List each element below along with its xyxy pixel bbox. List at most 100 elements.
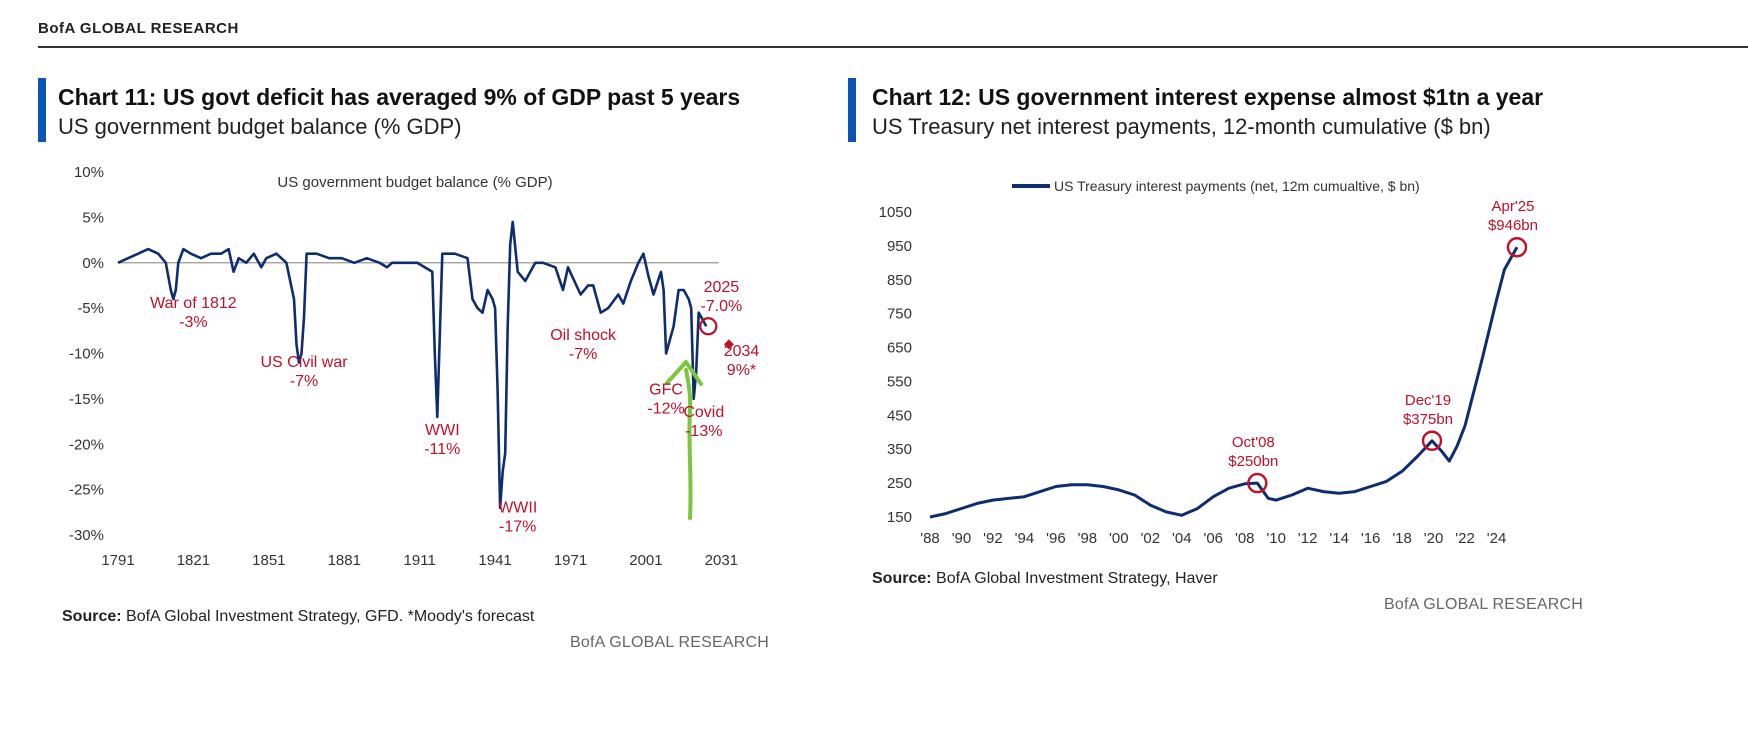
chart11-annotation-label: -13% (685, 423, 722, 440)
chart11-annotation-label: GFC (649, 381, 683, 398)
chart12-footer: BofA GLOBAL RESEARCH (1384, 596, 1584, 613)
chart12-x-tick-label: '24 (1487, 530, 1507, 547)
chart11-arrow-shaft (684, 368, 693, 520)
chart11-y-tick-label: -15% (69, 391, 104, 408)
chart12-source-text: BofA Global Investment Strategy, Haver (931, 570, 1218, 587)
chart12-x-tick-label: '92 (983, 530, 1003, 547)
brand-header: BofA GLOBAL RESEARCH (38, 20, 239, 37)
chart12-highlight-circle (1247, 472, 1268, 494)
chart11-annotation-label: 9%* (727, 362, 756, 379)
chart11-x-tick-label: 1971 (554, 552, 587, 569)
chart12-y-tick-label: 350 (887, 441, 912, 458)
chart12-x-tick-label: '18 (1392, 530, 1412, 547)
chart12-x-tick-label: '88 (920, 530, 940, 547)
chart12-annotation-value: $250bn (1228, 453, 1278, 470)
chart11-x-tick-label: 2001 (629, 552, 662, 569)
chart11-annotation-label: Covid (683, 404, 724, 421)
chart11-y-tick-label: -30% (69, 527, 104, 544)
chart12-y-tick-label: 750 (887, 306, 912, 323)
chart12-annotation-date: Apr'25 (1492, 198, 1535, 215)
chart12-annotation-value: $946bn (1488, 217, 1538, 234)
chart12-title: Chart 12: US government interest expense… (872, 84, 1544, 110)
chart11-annotation-label: WWI (425, 422, 460, 439)
chart11-annotation-label: -7% (290, 373, 318, 390)
chart11-accent-bar (38, 78, 46, 142)
chart11-annotation-label: -12% (647, 400, 684, 417)
chart12-highlight-circle (1506, 237, 1528, 258)
chart12-y-tick-label: 650 (887, 340, 912, 357)
chart11-annotation-label: 2025 (704, 279, 740, 296)
chart12-x-tick-label: '96 (1046, 530, 1066, 547)
chart11-highlight-circle-2025 (699, 317, 718, 336)
chart12-y-tick-label: 550 (887, 373, 912, 390)
chart11-y-tick-label: 5% (82, 209, 104, 226)
chart11-source: Source: BofA Global Investment Strategy,… (62, 608, 534, 626)
chart12-annotation-value: $375bn (1403, 411, 1453, 428)
chart11-y-tick-label: 10% (74, 164, 104, 181)
chart11-source-text: BofA Global Investment Strategy, GFD. *M… (121, 608, 535, 625)
chart12-x-tick-label: '14 (1329, 530, 1349, 547)
chart11-x-tick-label: 1821 (177, 552, 210, 569)
chart11-inner-title: US government budget balance (% GDP) (277, 174, 552, 191)
chart12-x-tick-label: '98 (1078, 530, 1098, 547)
chart11-annotation-label: -3% (179, 314, 207, 331)
chart11-annotation-label: War of 1812 (150, 295, 237, 312)
chart11-y-tick-label: -20% (69, 436, 104, 453)
chart11-annotation-label: -7% (569, 346, 597, 363)
chart12-x-tick-label: '04 (1172, 530, 1192, 547)
chart11-x-tick-label: 1881 (328, 552, 361, 569)
chart12-subtitle: US Treasury net interest payments, 12-mo… (872, 114, 1491, 139)
chart11-annotation-label: Oil shock (550, 327, 617, 344)
chart11-title: Chart 11: US govt deficit has averaged 9… (58, 84, 741, 110)
chart12-x-tick-label: '10 (1266, 530, 1286, 547)
chart11-annotation-label: -11% (424, 441, 460, 458)
chart11-footer: BofA GLOBAL RESEARCH (570, 634, 770, 651)
chart12-annotation-date: Oct'08 (1232, 434, 1275, 451)
chart11-arrow-head (665, 360, 703, 386)
chart12-x-tick-label: '00 (1109, 530, 1129, 547)
chart11-x-tick-label: 1851 (252, 552, 285, 569)
chart11-x-tick-label: 1941 (478, 552, 511, 569)
chart11-source-label: Source: (62, 608, 122, 625)
chart11-y-tick-label: -5% (77, 300, 104, 317)
chart11-forecast-marker (723, 339, 734, 350)
chart12-y-tick-label: 1050 (879, 204, 912, 221)
chart12-annotation-date: Dec'19 (1405, 392, 1451, 409)
chart12-legend-label: US Treasury interest payments (net, 12m … (1054, 178, 1420, 194)
chart12-x-tick-label: '22 (1455, 530, 1475, 547)
chart11-subtitle: US government budget balance (% GDP) (58, 114, 462, 139)
chart12-highlight-circle (1421, 430, 1443, 451)
chart11-y-tick-label: 0% (82, 255, 104, 272)
chart11-annotation-label: -7.0% (700, 298, 742, 315)
chart12-y-tick-label: 850 (887, 272, 912, 289)
chart12-x-tick-label: '20 (1424, 530, 1444, 547)
chart11-annotation-label: WWII (498, 499, 537, 516)
chart11-annotation-label: 2034 (724, 343, 760, 360)
chart12-accent-bar (848, 78, 856, 142)
header-rule (38, 46, 1748, 48)
chart11-x-tick-label: 1911 (404, 552, 436, 569)
chart12-y-tick-label: 450 (887, 407, 912, 424)
chart11-x-tick-label: 1791 (101, 552, 134, 569)
chart11-annotation-label: US Civil war (260, 354, 348, 371)
chart12-source: Source: BofA Global Investment Strategy,… (872, 570, 1218, 588)
chart12-x-tick-label: '16 (1361, 530, 1381, 547)
chart12-x-tick-label: '90 (952, 530, 972, 547)
chart12-x-tick-label: '08 (1235, 530, 1255, 547)
chart12-series-line (929, 246, 1519, 519)
chart11-y-tick-label: -25% (69, 482, 104, 499)
chart11-x-tick-label: 2031 (705, 552, 738, 569)
chart12-y-tick-label: 150 (887, 509, 912, 526)
chart12-y-tick-label: 250 (887, 475, 912, 492)
chart12-x-tick-label: '12 (1298, 530, 1318, 547)
chart11-y-tick-label: -10% (69, 346, 104, 363)
chart12-source-label: Source: (872, 570, 932, 587)
chart12-y-tick-label: 950 (887, 238, 912, 255)
chart12-x-tick-label: '02 (1141, 530, 1161, 547)
chart11-annotation-label: -17% (499, 518, 536, 535)
chart11-series-line (117, 220, 708, 510)
chart12-x-tick-label: '94 (1015, 530, 1035, 547)
chart12-x-tick-label: '06 (1203, 530, 1223, 547)
